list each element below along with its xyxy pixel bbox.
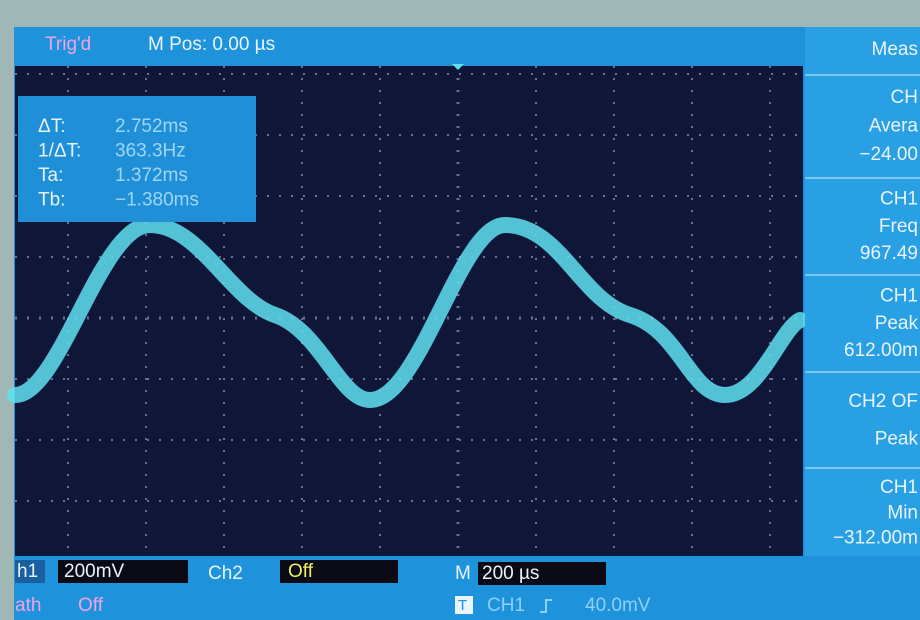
- measure-line: CH1: [880, 286, 918, 307]
- measure-line: Freq: [879, 216, 918, 237]
- measure-line: −312.00m: [833, 527, 918, 548]
- measure-line: Min: [887, 502, 918, 523]
- ch1-label: h1: [17, 561, 38, 582]
- measure-line: CH1: [880, 189, 918, 210]
- time-scale: 200 µs: [482, 563, 539, 584]
- ch1-scale: 200mV: [64, 561, 125, 582]
- cursor-value: 1.372ms: [115, 165, 188, 186]
- measure-line: Peak: [875, 429, 919, 450]
- trigger-level: 40.0mV: [585, 595, 651, 616]
- measure-line: 967.49: [860, 243, 918, 264]
- horizontal-position: M Pos: 0.00 µs: [148, 34, 275, 55]
- ch2-label: Ch2: [208, 563, 243, 584]
- math-label: ath: [15, 595, 41, 616]
- cursor-label: Ta:: [38, 165, 63, 186]
- time-label: M: [455, 563, 471, 584]
- cursor-label: Tb:: [38, 190, 65, 211]
- ch2-state: Off: [288, 561, 314, 582]
- trigger-source: CH1: [487, 595, 525, 616]
- measure-line: CH: [891, 87, 918, 108]
- cursor-value: 363.3Hz: [115, 141, 186, 162]
- trigger-status: Trig'd: [45, 34, 91, 55]
- measure-line: CH2 OF: [848, 391, 918, 412]
- math-state: Off: [78, 595, 104, 616]
- cursor-label: 1/ΔT:: [38, 141, 81, 162]
- measure-title: Meas: [872, 39, 918, 60]
- cursor-value: 2.752ms: [115, 116, 188, 137]
- cursor-value: −1.380ms: [115, 190, 199, 211]
- measure-line: −24.00: [859, 144, 918, 165]
- measure-line: Peak: [875, 313, 919, 334]
- measure-line: Avera: [869, 115, 919, 136]
- trigger-icon: T: [458, 597, 467, 614]
- measure-line: CH1: [880, 477, 918, 498]
- cursor-label: ΔT:: [38, 116, 65, 137]
- oscilloscope-screen: Trig'd M Pos: 0.00 µs ΔT: 2.752ms 1/ΔT: 363…: [0, 0, 920, 620]
- measure-line: 612.00m: [844, 340, 918, 361]
